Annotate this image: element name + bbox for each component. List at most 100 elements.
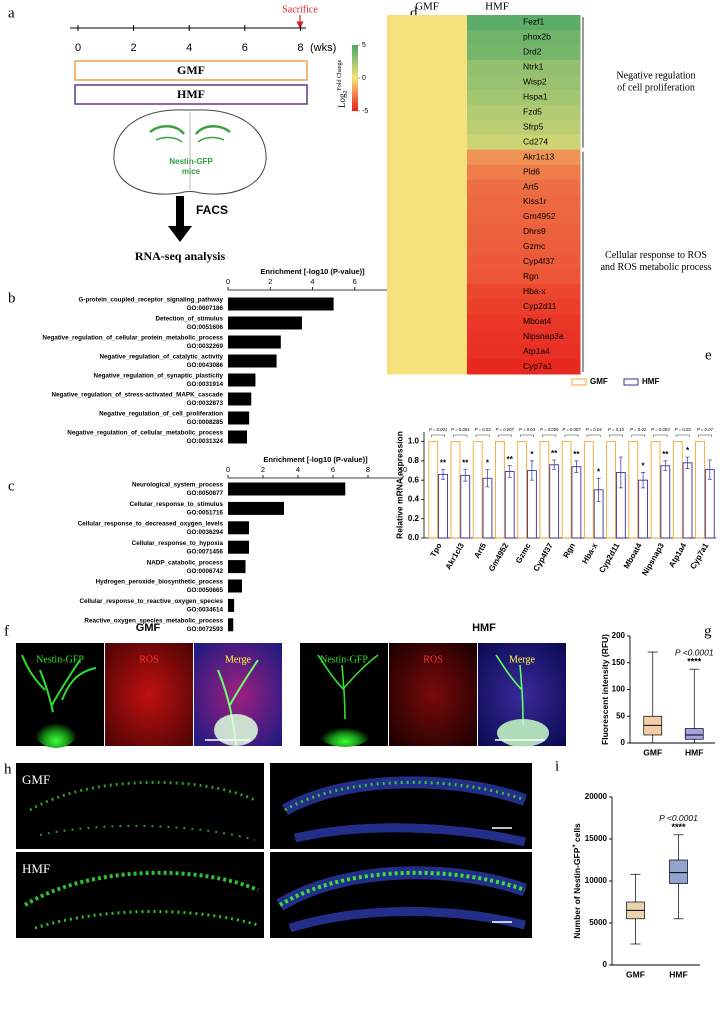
comparison-bracket xyxy=(497,434,512,437)
p-value-label: P = 0.007 xyxy=(562,427,581,432)
p-value-label: P = 0.03 xyxy=(675,427,692,432)
heatmap-cell xyxy=(387,29,468,46)
heatmap-cell xyxy=(467,119,581,136)
bar xyxy=(472,441,483,539)
group-label: HMF xyxy=(177,87,205,101)
category-label: Negative_regulation_of_cellular_protein_… xyxy=(42,335,223,342)
x-tick-label: 2 xyxy=(261,465,265,474)
box xyxy=(669,859,688,884)
heatmap-cell xyxy=(387,344,468,360)
row-label: Sfrp5 xyxy=(523,121,544,131)
row-label: Cyp4f37 xyxy=(523,256,555,266)
group-label: and ROS metabolic process xyxy=(601,262,712,273)
channel-label: Merge xyxy=(225,654,251,665)
y-tick-label: 20000 xyxy=(585,792,608,801)
category-label: Cellular_response_to_hypoxia xyxy=(132,540,224,547)
error-bar xyxy=(707,459,712,480)
significance: * xyxy=(486,459,490,468)
heatmap-cell xyxy=(467,134,581,151)
significance: ** xyxy=(507,455,514,464)
heatmap-cell xyxy=(467,164,581,181)
error-bar xyxy=(618,456,623,489)
column-label: GMF xyxy=(415,1,439,13)
x-tick-label: 10 xyxy=(399,465,407,474)
x-tick-label: GMF xyxy=(643,747,662,757)
category-label: NADP_catabolic_process xyxy=(147,559,224,566)
legend-swatch xyxy=(623,378,639,386)
heatmap-cell xyxy=(387,15,468,31)
bar xyxy=(228,618,234,632)
category-label: Negative_regulation_of_catalytic_activit… xyxy=(99,354,223,361)
heatmap-cell xyxy=(387,74,468,91)
comparison-bracket xyxy=(609,434,623,437)
category-id: GO:0051606 xyxy=(187,324,224,331)
row-label: Art5 xyxy=(523,181,539,191)
x-tick-label: HMF xyxy=(669,969,687,979)
colorbar-tick-label: -5 xyxy=(362,108,368,115)
comparison-bracket xyxy=(520,434,534,437)
panel-label: d xyxy=(410,5,418,21)
comparison-bracket xyxy=(631,434,646,437)
category-label: Negative_regulation_of_stress-activated_… xyxy=(52,392,224,399)
group-label: GMF xyxy=(177,63,205,77)
x-tick-label: GMF xyxy=(626,969,645,979)
colorbar-title: Log2Fold Change xyxy=(337,59,349,108)
bar xyxy=(228,540,249,554)
x-tick-label: 6 xyxy=(353,277,357,286)
category-id: GO:0032269 xyxy=(187,343,224,350)
bar xyxy=(606,441,616,539)
group-label: Negative regulation xyxy=(616,71,695,82)
error-bar xyxy=(463,469,468,482)
bar xyxy=(228,430,248,444)
p-value-label: P = 0.003 xyxy=(651,427,670,432)
category-id: GO:0036294 xyxy=(187,529,224,536)
mouse-label: Nestin-GFP xyxy=(169,157,213,166)
legend-label: HMF xyxy=(642,377,659,386)
bar xyxy=(650,441,661,539)
heatmap-cell xyxy=(387,239,468,255)
heatmap-cell xyxy=(467,89,581,106)
x-tick-label: 8 xyxy=(366,465,370,474)
x-tick-label: 6 xyxy=(331,465,335,474)
category-id: GO:0006742 xyxy=(187,568,224,575)
heatmap-cell xyxy=(387,299,468,315)
comparison-bracket xyxy=(653,434,668,437)
timeline-label: 2 xyxy=(131,42,137,54)
bar xyxy=(228,354,277,368)
error-bar xyxy=(641,472,646,489)
category-label: Negative_regulation_of_cellular_metaboli… xyxy=(67,430,223,437)
row-label: phox2b xyxy=(523,32,551,42)
bar xyxy=(228,316,302,330)
bar xyxy=(495,441,505,539)
heatmap-cell xyxy=(467,74,581,91)
p-value-label: P = 0.02 xyxy=(630,427,647,432)
row-label: Drd2 xyxy=(523,47,542,57)
bar xyxy=(517,441,528,539)
y-tick-label: 0.2 xyxy=(408,514,420,523)
y-tick-label: 0.6 xyxy=(408,475,420,484)
significance: * xyxy=(530,450,534,459)
colorbar-title-text: Fold Change xyxy=(337,59,343,90)
heatmap-cell xyxy=(387,329,468,345)
heatmap-cell xyxy=(467,224,581,240)
category-label: Cellular_response_to_reactive_oxygen_spe… xyxy=(79,598,223,605)
bar xyxy=(228,598,235,612)
y-axis-title-text: Number of Nestin-GFP xyxy=(572,847,582,938)
panel-label: h xyxy=(4,761,12,777)
y-tick-label: 200 xyxy=(612,631,626,640)
heatmap-cell xyxy=(467,239,581,255)
row-label: Gzmc xyxy=(523,241,546,251)
category-id: GO:0007186 xyxy=(187,305,224,312)
heatmap-cell xyxy=(387,119,468,136)
heatmap-cell xyxy=(467,344,581,360)
row-label: GMF xyxy=(22,772,50,787)
timeline-label: 4 xyxy=(186,42,192,54)
heatmap-cell xyxy=(467,44,581,61)
error-bar xyxy=(441,469,446,480)
row-label: Fezf1 xyxy=(523,17,545,27)
error-bar xyxy=(552,459,557,470)
group-label: of cell proliferation xyxy=(617,83,695,94)
heatmap-cell xyxy=(387,359,468,375)
row-label: Cyp7a1 xyxy=(523,361,553,371)
x-tick-label: HMF xyxy=(685,747,703,757)
